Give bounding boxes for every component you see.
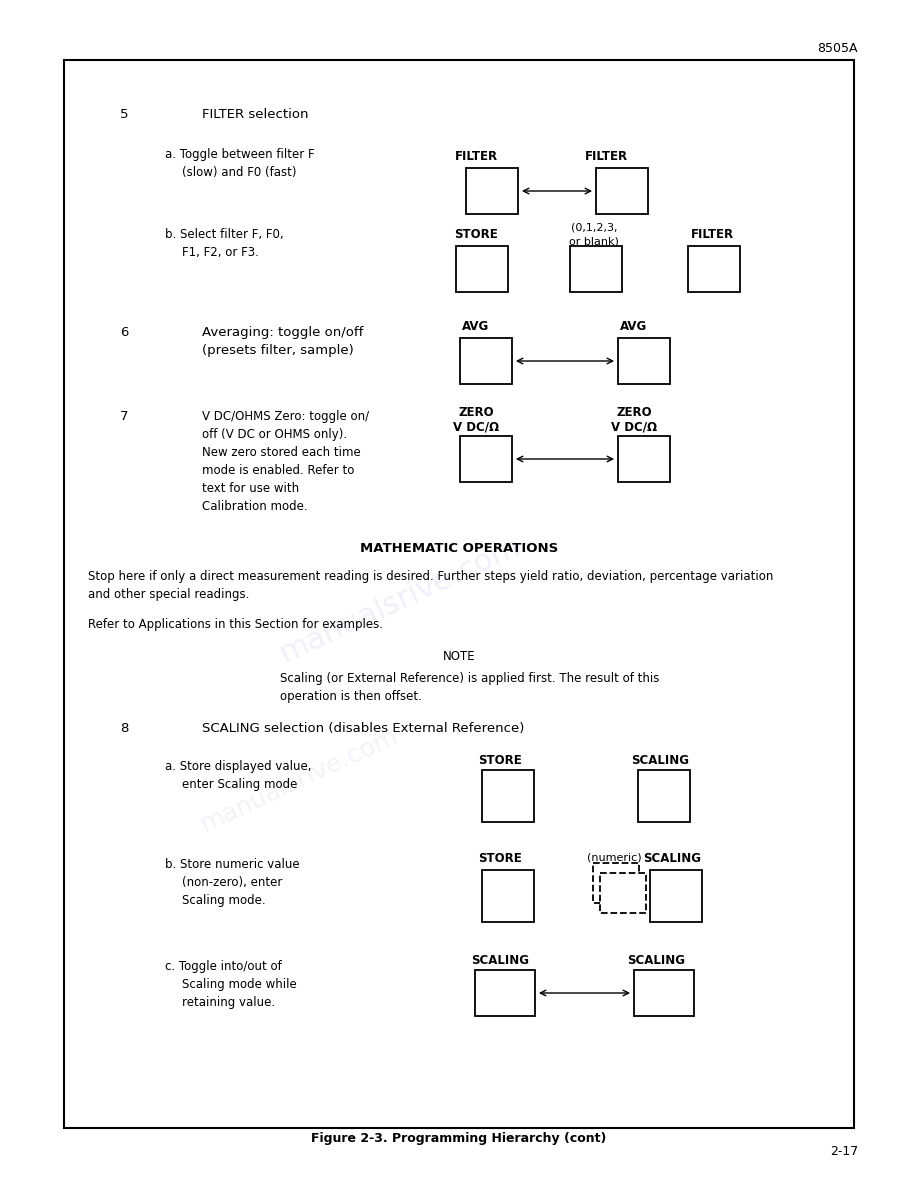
Bar: [460, 436, 512, 482]
Text: SCALING: SCALING: [631, 754, 689, 767]
Bar: [618, 436, 670, 482]
Bar: [482, 770, 534, 822]
Bar: [570, 246, 622, 292]
Bar: [482, 870, 534, 922]
Text: AVG: AVG: [621, 320, 647, 333]
Text: SCALING: SCALING: [627, 954, 685, 967]
Text: c. Toggle into/out of: c. Toggle into/out of: [165, 960, 282, 973]
Text: New zero stored each time: New zero stored each time: [202, 446, 361, 459]
Text: SCALING selection (disables External Reference): SCALING selection (disables External Ref…: [202, 722, 524, 735]
Text: FILTER selection: FILTER selection: [202, 108, 308, 121]
Bar: [64, 61, 854, 1127]
Text: off (V DC or OHMS only).: off (V DC or OHMS only).: [202, 428, 347, 441]
Text: Scaling mode while: Scaling mode while: [182, 978, 297, 991]
Text: STORE: STORE: [478, 754, 521, 767]
Bar: [593, 862, 639, 903]
Text: FILTER: FILTER: [690, 228, 733, 241]
Text: Refer to Applications in this Section for examples.: Refer to Applications in this Section fo…: [88, 618, 383, 631]
Text: Scaling mode.: Scaling mode.: [182, 895, 265, 906]
Text: enter Scaling mode: enter Scaling mode: [182, 778, 297, 791]
Text: b. Select filter F, F0,: b. Select filter F, F0,: [165, 228, 284, 241]
Bar: [638, 770, 690, 822]
Text: Stop here if only a direct measurement reading is desired. Further steps yield r: Stop here if only a direct measurement r…: [88, 570, 773, 583]
Bar: [466, 168, 518, 214]
Bar: [650, 870, 702, 922]
Text: a. Toggle between filter F: a. Toggle between filter F: [165, 148, 315, 162]
Bar: [460, 339, 512, 384]
Text: NOTE: NOTE: [442, 650, 476, 663]
Text: 8505A: 8505A: [818, 42, 858, 55]
Text: V DC/Ω: V DC/Ω: [611, 421, 657, 432]
Text: 5: 5: [120, 108, 129, 121]
Text: text for use with: text for use with: [202, 482, 299, 495]
Text: a. Store displayed value,: a. Store displayed value,: [165, 760, 311, 773]
Text: Calibration mode.: Calibration mode.: [202, 500, 308, 513]
Text: F1, F2, or F3.: F1, F2, or F3.: [182, 246, 259, 259]
Text: manualsrive.com: manualsrive.com: [197, 723, 403, 836]
Text: V DC/OHMS Zero: toggle on/: V DC/OHMS Zero: toggle on/: [202, 410, 369, 423]
Text: b. Store numeric value: b. Store numeric value: [165, 858, 299, 871]
Bar: [596, 168, 648, 214]
Bar: [475, 969, 535, 1016]
Text: retaining value.: retaining value.: [182, 996, 275, 1009]
Text: (non-zero), enter: (non-zero), enter: [182, 876, 283, 889]
Text: ZERO: ZERO: [616, 406, 652, 419]
Text: (0,1,2,3,: (0,1,2,3,: [571, 222, 617, 232]
Text: V DC/Ω: V DC/Ω: [453, 421, 499, 432]
Text: FILTER: FILTER: [454, 150, 498, 163]
Text: 2-17: 2-17: [830, 1145, 858, 1158]
Text: FILTER: FILTER: [585, 150, 628, 163]
Text: 6: 6: [120, 326, 129, 339]
Text: or blank): or blank): [569, 236, 619, 246]
Text: (presets filter, sample): (presets filter, sample): [202, 345, 353, 358]
Text: AVG: AVG: [463, 320, 489, 333]
Bar: [600, 873, 646, 914]
Text: Averaging: toggle on/off: Averaging: toggle on/off: [202, 326, 364, 339]
Text: mode is enabled. Refer to: mode is enabled. Refer to: [202, 465, 354, 478]
Text: STORE: STORE: [454, 228, 498, 241]
Text: SCALING: SCALING: [471, 954, 529, 967]
Text: MATHEMATIC OPERATIONS: MATHEMATIC OPERATIONS: [360, 542, 558, 555]
Text: operation is then offset.: operation is then offset.: [280, 690, 422, 703]
Text: (numeric): (numeric): [587, 852, 642, 862]
Text: 7: 7: [120, 410, 129, 423]
Text: SCALING: SCALING: [643, 852, 701, 865]
Text: Scaling (or External Reference) is applied first. The result of this: Scaling (or External Reference) is appli…: [280, 672, 659, 685]
Text: STORE: STORE: [478, 852, 521, 865]
Bar: [634, 969, 694, 1016]
Bar: [688, 246, 740, 292]
Text: and other special readings.: and other special readings.: [88, 588, 250, 601]
Text: (slow) and F0 (fast): (slow) and F0 (fast): [182, 166, 297, 179]
Text: Figure 2-3. Programming Hierarchy (cont): Figure 2-3. Programming Hierarchy (cont): [311, 1132, 607, 1145]
Bar: [618, 339, 670, 384]
Text: manualsrive.com: manualsrive.com: [274, 531, 525, 669]
Text: ZERO: ZERO: [458, 406, 494, 419]
Text: 8: 8: [120, 722, 129, 735]
Bar: [456, 246, 508, 292]
